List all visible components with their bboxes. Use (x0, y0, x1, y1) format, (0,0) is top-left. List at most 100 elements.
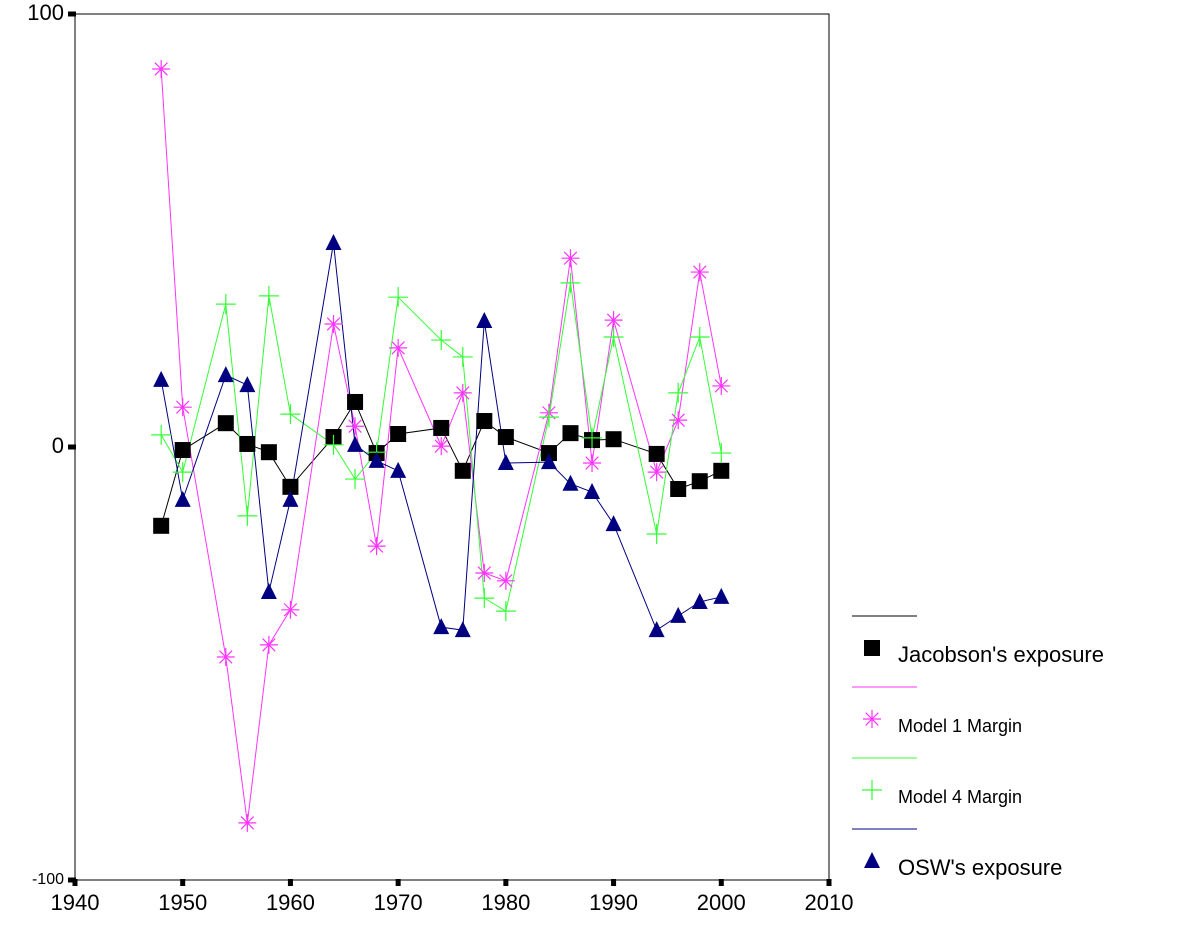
marker (605, 515, 622, 532)
marker (560, 272, 581, 293)
marker (151, 424, 172, 445)
marker (605, 431, 622, 448)
marker (476, 413, 493, 430)
marker (368, 451, 385, 468)
marker (432, 437, 451, 456)
marker (259, 635, 278, 654)
legend-label: OSW's exposure (898, 855, 1062, 880)
x-tick-label: 1950 (158, 890, 207, 915)
legend-item: OSW's exposure (852, 828, 1062, 880)
marker (713, 587, 730, 604)
marker (173, 398, 192, 417)
marker (476, 311, 493, 328)
y-tick-label: 100 (27, 0, 64, 25)
legend-item: Model 1 Margin (852, 686, 1022, 736)
y-tick (68, 877, 76, 883)
legend-item: Model 4 Margin (852, 757, 1022, 807)
marker (669, 411, 688, 430)
marker (172, 462, 193, 483)
marker (389, 338, 408, 357)
legend-marker (863, 710, 881, 728)
y-tick-label: -100 (32, 871, 64, 888)
marker (388, 287, 409, 308)
marker (345, 469, 366, 490)
marker (690, 263, 709, 282)
legend-item: Jacobson's exposure (852, 615, 1104, 667)
marker (497, 454, 514, 471)
marker (153, 517, 170, 534)
marker (237, 505, 258, 526)
marker (281, 600, 300, 619)
marker (239, 435, 256, 452)
marker (153, 370, 170, 387)
marker (670, 606, 687, 623)
marker (174, 490, 191, 507)
marker (217, 415, 234, 432)
marker (475, 564, 494, 583)
marker (648, 621, 665, 638)
marker (367, 537, 386, 556)
marker (433, 618, 450, 635)
legend-marker (864, 640, 880, 656)
marker (583, 454, 602, 473)
marker (152, 59, 171, 78)
marker (347, 435, 364, 452)
x-tick (395, 879, 401, 886)
series-line (160, 242, 722, 631)
marker (713, 462, 730, 479)
marker (562, 474, 579, 491)
marker (452, 346, 473, 367)
marker (282, 490, 299, 507)
marker (495, 601, 516, 622)
marker (453, 383, 472, 402)
marker (216, 648, 235, 667)
series-line (160, 68, 722, 823)
marker (390, 461, 407, 478)
x-tick-label: 1960 (266, 890, 315, 915)
marker (603, 327, 624, 348)
marker (454, 462, 471, 479)
marker (282, 478, 299, 495)
y-tick-label: 0 (52, 433, 64, 458)
marker (668, 382, 689, 403)
x-tick (503, 879, 509, 886)
marker (174, 442, 191, 459)
marker (496, 571, 515, 590)
marker (689, 327, 710, 348)
marker (691, 593, 708, 610)
marker (258, 285, 279, 306)
marker (646, 524, 667, 545)
marker (325, 234, 342, 251)
x-tick (72, 879, 78, 886)
marker (497, 429, 514, 446)
marker (239, 376, 256, 393)
marker (604, 311, 623, 330)
marker (323, 434, 344, 455)
marker (346, 417, 365, 436)
marker (238, 813, 257, 832)
series-line (160, 282, 722, 612)
x-tick (826, 879, 832, 886)
marker (431, 330, 452, 351)
y-tick (68, 444, 76, 450)
marker (647, 463, 666, 482)
marker (280, 404, 301, 425)
marker (711, 443, 732, 464)
legend-label: Model 4 Margin (898, 787, 1022, 807)
legend-marker (862, 780, 882, 800)
y-tick (68, 11, 76, 17)
x-tick-label: 2010 (805, 890, 854, 915)
marker (390, 426, 407, 443)
marker (582, 427, 603, 448)
legend-label: Model 1 Margin (898, 716, 1022, 736)
marker (648, 445, 665, 462)
marker (561, 249, 580, 268)
x-tick-label: 1970 (374, 890, 423, 915)
marker (691, 473, 708, 490)
marker (562, 425, 579, 442)
marker (324, 315, 343, 334)
x-tick (718, 879, 724, 886)
marker (347, 393, 364, 410)
x-tick-label: 1940 (51, 890, 100, 915)
